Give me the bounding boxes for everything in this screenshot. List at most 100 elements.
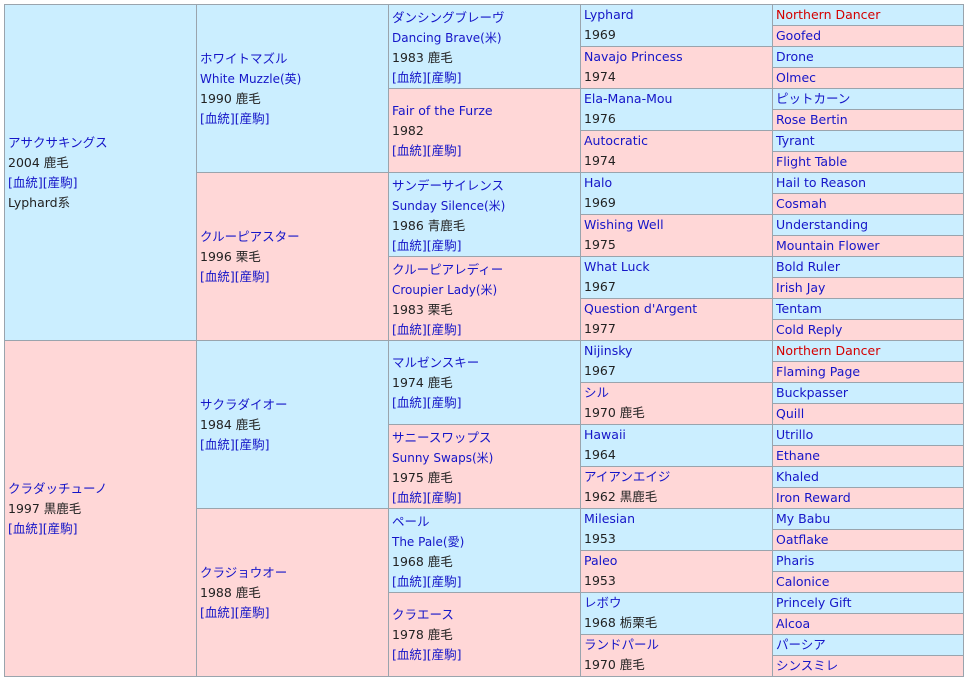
horse-name[interactable]: Ethane [776, 448, 820, 463]
horse-name[interactable]: Nijinsky [584, 343, 633, 358]
produce-link[interactable]: [産駒] [426, 143, 462, 158]
horse-links: [血統][産駒] [392, 68, 577, 88]
blood-link[interactable]: [血統] [392, 70, 427, 85]
horse-name[interactable]: Buckpasser [776, 385, 849, 400]
horse-name[interactable]: シル [584, 385, 610, 400]
horse-name[interactable]: Navajo Princess [584, 49, 683, 64]
subject-dam-name[interactable]: クラダッチューノ [8, 481, 108, 496]
produce-link[interactable]: [産駒] [426, 322, 462, 337]
horse-name[interactable]: ペール [392, 514, 430, 529]
horse-name[interactable]: Utrillo [776, 427, 814, 442]
horse-name[interactable]: Bold Ruler [776, 259, 840, 274]
blood-link[interactable]: [血統] [392, 647, 427, 662]
horse-name[interactable]: クラジョウオー [200, 565, 288, 580]
blood-link[interactable]: [血統] [200, 605, 235, 620]
horse-name[interactable]: Hail to Reason [776, 175, 867, 190]
horse-name[interactable]: Tyrant [776, 133, 815, 148]
horse-name[interactable]: Mountain Flower [776, 238, 880, 253]
produce-link[interactable]: [産駒] [234, 269, 270, 284]
horse-year-color: 1990 鹿毛 [200, 91, 261, 106]
horse-name[interactable]: Drone [776, 49, 814, 64]
horse-name[interactable]: レボウ [584, 595, 622, 610]
horse-name[interactable]: アイアンエイジ [584, 469, 671, 484]
horse-name[interactable]: Iron Reward [776, 490, 851, 505]
horse-name[interactable]: マルゼンスキー [392, 355, 480, 370]
horse-name[interactable]: What Luck [584, 259, 650, 274]
horse-name[interactable]: Pharis [776, 553, 815, 568]
horse-name[interactable]: Cold Reply [776, 322, 843, 337]
horse-name[interactable]: クルーピアスター [200, 229, 300, 244]
horse-name[interactable]: サニースワップス [392, 430, 492, 445]
horse-name[interactable]: Halo [584, 175, 613, 190]
horse-name[interactable]: シンスミレ [776, 658, 839, 673]
horse-name[interactable]: Khaled [776, 469, 819, 484]
blood-link[interactable]: [血統] [392, 574, 427, 589]
produce-link[interactable]: [産駒] [234, 111, 270, 126]
produce-link[interactable]: [産駒] [426, 574, 462, 589]
blood-link[interactable]: [血統] [392, 322, 427, 337]
horse-name[interactable]: Northern Dancer [776, 7, 881, 22]
horse-name[interactable]: Quill [776, 406, 805, 421]
horse-name-en[interactable]: Sunny Swaps(米) [392, 451, 494, 465]
horse-name[interactable]: Understanding [776, 217, 869, 232]
horse-name[interactable]: Flaming Page [776, 364, 861, 379]
horse-name[interactable]: ピットカーン [776, 91, 851, 106]
horse-name[interactable]: Northern Dancer [776, 343, 881, 358]
horse-name[interactable]: Alcoa [776, 616, 811, 631]
gen5-cell-4: Olmec [772, 67, 964, 89]
blood-link[interactable]: [血統] [200, 111, 235, 126]
horse-name[interactable]: サンデーサイレンス [392, 178, 505, 193]
horse-name[interactable]: Question d'Argent [584, 301, 698, 316]
produce-link[interactable]: [産駒] [234, 437, 270, 452]
horse-name[interactable]: Rose Bertin [776, 112, 848, 127]
gen5-cell-29: Princely Gift [772, 592, 964, 614]
produce-link[interactable]: [産駒] [426, 70, 462, 85]
blood-link[interactable]: [血統] [200, 437, 235, 452]
horse-name-en[interactable]: The Pale(愛) [392, 535, 465, 549]
produce-link[interactable]: [産駒] [42, 521, 78, 536]
horse-name[interactable]: Princely Gift [776, 595, 852, 610]
blood-link[interactable]: [血統] [392, 143, 427, 158]
horse-name[interactable]: ホワイトマズル [200, 51, 288, 66]
horse-name[interactable]: Milesian [584, 511, 635, 526]
horse-name[interactable]: My Babu [776, 511, 831, 526]
blood-link[interactable]: [血統] [392, 395, 427, 410]
horse-name[interactable]: Tentam [776, 301, 822, 316]
horse-name-en[interactable]: Sunday Silence(米) [392, 199, 506, 213]
produce-link[interactable]: [産駒] [426, 647, 462, 662]
horse-name[interactable]: クラエース [392, 607, 454, 622]
horse-name[interactable]: Fair of the Furze [392, 103, 493, 118]
horse-name-en[interactable]: White Muzzle(英) [200, 72, 302, 86]
horse-name[interactable]: Calonice [776, 574, 830, 589]
horse-name[interactable]: パーシア [776, 637, 826, 652]
horse-name-en[interactable]: Croupier Lady(米) [392, 283, 498, 297]
produce-link[interactable]: [産駒] [234, 605, 270, 620]
horse-name[interactable]: Cosmah [776, 196, 827, 211]
horse-name[interactable]: クルーピアレディー [392, 262, 504, 277]
horse-name[interactable]: Olmec [776, 70, 817, 85]
horse-name[interactable]: Hawaii [584, 427, 626, 442]
horse-name[interactable]: Irish Jay [776, 280, 826, 295]
horse-name[interactable]: Wishing Well [584, 217, 664, 232]
horse-name[interactable]: Goofed [776, 28, 822, 43]
subject-sire-name[interactable]: アサクサキングス [8, 135, 108, 150]
horse-name[interactable]: Lyphard [584, 7, 634, 22]
horse-name[interactable]: ランドパール [584, 637, 660, 652]
horse-name[interactable]: Autocratic [584, 133, 648, 148]
blood-link[interactable]: [血統] [200, 269, 235, 284]
horse-name[interactable]: サクラダイオー [200, 397, 288, 412]
produce-link[interactable]: [産駒] [42, 175, 78, 190]
blood-link[interactable]: [血統] [8, 175, 43, 190]
horse-name-en[interactable]: Dancing Brave(米) [392, 31, 502, 45]
horse-name[interactable]: Paleo [584, 553, 618, 568]
produce-link[interactable]: [産駒] [426, 490, 462, 505]
blood-link[interactable]: [血統] [8, 521, 43, 536]
horse-name[interactable]: Ela-Mana-Mou [584, 91, 673, 106]
blood-link[interactable]: [血統] [392, 238, 427, 253]
horse-name[interactable]: Flight Table [776, 154, 848, 169]
horse-name[interactable]: ダンシングブレーヴ [392, 10, 505, 25]
horse-name[interactable]: Oatflake [776, 532, 829, 547]
blood-link[interactable]: [血統] [392, 490, 427, 505]
produce-link[interactable]: [産駒] [426, 238, 462, 253]
produce-link[interactable]: [産駒] [426, 395, 462, 410]
